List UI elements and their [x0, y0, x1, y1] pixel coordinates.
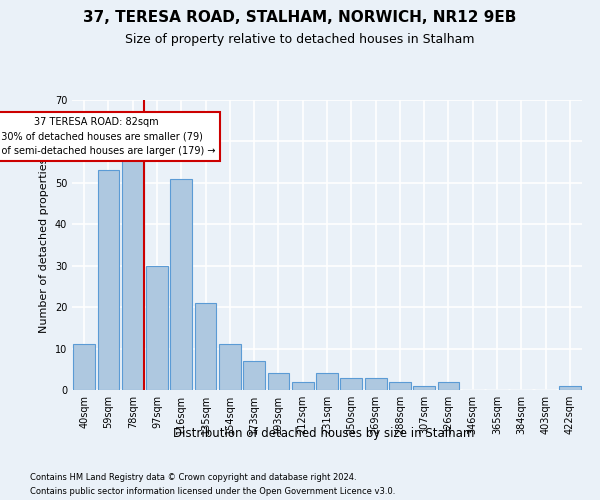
Bar [413, 386, 435, 390]
Text: 37 TERESA ROAD: 82sqm
← 30% of detached houses are smaller (79)
69% of semi-deta: 37 TERESA ROAD: 82sqm ← 30% of detached … [0, 116, 215, 156]
Bar [292, 382, 314, 390]
Text: Contains HM Land Registry data © Crown copyright and database right 2024.: Contains HM Land Registry data © Crown c… [30, 472, 356, 482]
Bar [316, 374, 338, 390]
Text: 37, TERESA ROAD, STALHAM, NORWICH, NR12 9EB: 37, TERESA ROAD, STALHAM, NORWICH, NR12 … [83, 10, 517, 25]
Bar [365, 378, 386, 390]
Text: Size of property relative to detached houses in Stalham: Size of property relative to detached ho… [125, 32, 475, 46]
Bar [268, 374, 289, 390]
Bar [219, 344, 241, 390]
Bar [243, 361, 265, 390]
Bar [170, 178, 192, 390]
Text: Distribution of detached houses by size in Stalham: Distribution of detached houses by size … [173, 428, 475, 440]
Y-axis label: Number of detached properties: Number of detached properties [39, 158, 49, 332]
Bar [122, 146, 143, 390]
Bar [73, 344, 95, 390]
Bar [437, 382, 460, 390]
Bar [340, 378, 362, 390]
Bar [194, 303, 217, 390]
Bar [389, 382, 411, 390]
Bar [146, 266, 168, 390]
Bar [97, 170, 119, 390]
Bar [559, 386, 581, 390]
Text: Contains public sector information licensed under the Open Government Licence v3: Contains public sector information licen… [30, 488, 395, 496]
